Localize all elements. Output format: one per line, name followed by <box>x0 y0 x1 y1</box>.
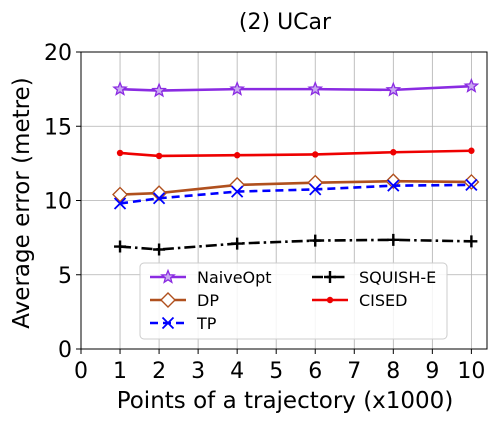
point-cised <box>468 147 475 154</box>
y-tick-label: 5 <box>58 264 72 289</box>
point-cised <box>116 149 124 157</box>
line-tp <box>119 183 472 205</box>
point-cised <box>390 149 397 156</box>
point-naiveopt <box>463 77 480 93</box>
x-axis-label: Points of a trajectory (x1000) <box>117 388 454 414</box>
point-cised <box>155 152 163 160</box>
legend-label-squish-e: SQUISH-E <box>359 268 436 287</box>
point-naiveopt <box>307 80 324 96</box>
series-dp <box>112 173 480 203</box>
legend-label-cised: CISED <box>359 291 407 310</box>
y-axis-label: Average error (metre) <box>9 77 35 328</box>
point-tp <box>309 183 322 196</box>
line-dp <box>119 179 472 196</box>
point-tp <box>113 197 127 210</box>
point-squish-e <box>387 233 400 246</box>
y-tick-label: 15 <box>44 115 72 140</box>
x-tick-label: 6 <box>308 359 322 384</box>
point-squish-e <box>465 235 478 248</box>
x-tick-label: 10 <box>457 359 485 384</box>
chart-title: (2) UCar <box>239 10 332 35</box>
x-tick-label: 1 <box>113 359 127 384</box>
x-tick-label: 0 <box>74 359 88 384</box>
legend-label-tp: TP <box>196 314 217 333</box>
point-cised <box>312 151 319 158</box>
point-naiveopt <box>385 81 402 97</box>
x-tick-label: 2 <box>152 359 166 384</box>
x-tick-label: 8 <box>386 359 400 384</box>
point-tp <box>231 185 244 198</box>
point-naiveopt <box>229 80 246 96</box>
series-naiveopt <box>112 77 480 98</box>
line-naiveopt <box>119 84 472 92</box>
point-dp <box>112 186 129 203</box>
point-naiveopt <box>112 80 128 96</box>
point-squish-e <box>309 234 322 247</box>
point-cised <box>233 152 241 159</box>
series-layer <box>112 77 480 256</box>
series-squish-e <box>114 233 478 256</box>
point-dp <box>151 185 168 202</box>
series-cised <box>116 147 475 160</box>
legend-marker-naiveopt <box>160 268 176 284</box>
x-tick-label: 7 <box>347 359 361 384</box>
legend-marker-cised <box>326 296 334 304</box>
point-dp <box>463 173 480 190</box>
y-tick-label: 10 <box>44 190 72 215</box>
line-squish-e <box>119 238 472 251</box>
point-tp <box>465 178 478 192</box>
y-tick-label: 20 <box>44 41 72 66</box>
point-naiveopt <box>151 82 167 98</box>
x-tick-label: 4 <box>230 359 244 384</box>
point-squish-e <box>231 237 244 250</box>
legend: NaiveOpt DP TP SQUISH-E CISED <box>139 262 448 340</box>
legend-label-naiveopt: NaiveOpt <box>197 268 272 287</box>
legend-label-dp: DP <box>197 291 219 310</box>
legend-marker-squish-e <box>324 271 336 283</box>
x-tick-label: 3 <box>191 359 205 384</box>
line-cised <box>119 149 472 158</box>
point-squish-e <box>153 243 166 256</box>
legend-box <box>139 262 448 340</box>
point-squish-e <box>114 240 127 253</box>
point-tp <box>152 192 166 205</box>
point-dp <box>229 176 246 193</box>
series-tp <box>113 178 478 210</box>
x-tick-label: 9 <box>425 359 439 384</box>
point-tp <box>387 179 400 192</box>
legend-marker-dp <box>160 292 176 308</box>
point-dp <box>307 174 324 191</box>
y-tick-label: 0 <box>58 338 72 363</box>
x-tick-label: 5 <box>269 359 283 384</box>
legend-marker-tp <box>161 316 175 330</box>
